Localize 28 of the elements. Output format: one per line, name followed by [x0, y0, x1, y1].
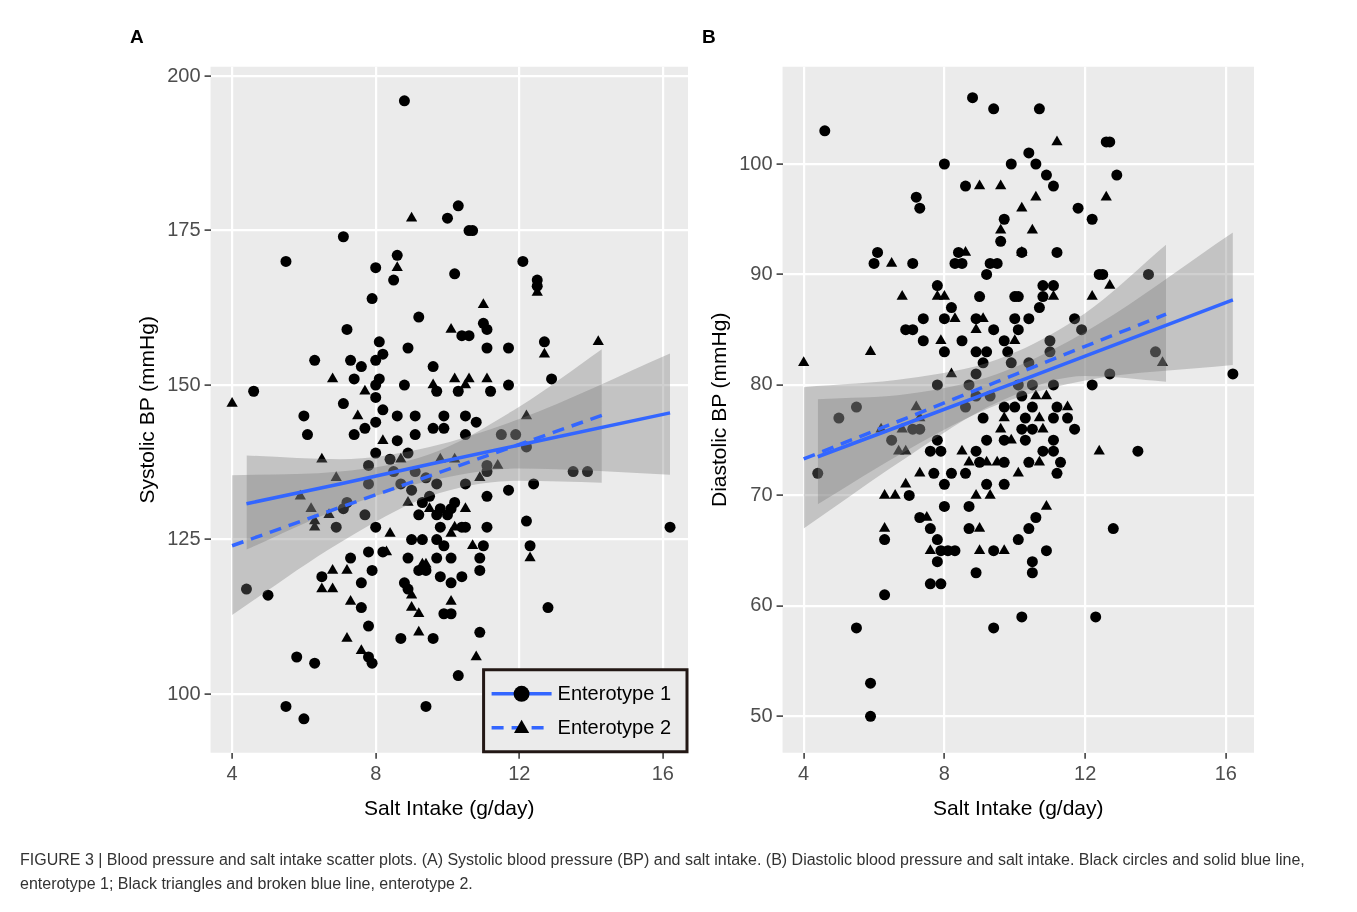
y-tick-label: 100 [167, 681, 201, 704]
y-tick-label: 90 [750, 261, 773, 284]
caption: FIGURE 3 | Blood pressure and salt intake scatter plots. (A) Systolic blood pressure (BP) and salt intake. (B) Diastolic blood pressure and salt intake. Black circles and solid blue line, enterotype 1; Black triangles and broken blue line, enterotype 2. [20, 850, 1306, 894]
x-tick-label: 8 [938, 762, 950, 785]
y-axis-title: Systolic BP (mmHg) [135, 316, 159, 504]
y-tick-label: 100 [739, 151, 773, 174]
chart-title: A [130, 25, 144, 47]
chart-title: B [702, 25, 716, 47]
x-axis-title: Salt Intake (g/day) [364, 796, 535, 820]
y-tick-label: 200 [167, 63, 201, 86]
x-tick-label: 12 [1074, 762, 1097, 785]
x-tick-label: 12 [508, 762, 531, 785]
y-tick-label: 150 [167, 372, 201, 395]
x-tick-label: 4 [798, 762, 810, 785]
x-tick-label: 8 [370, 762, 382, 785]
y-axis-title: Diastolic BP (mmHg) [707, 312, 731, 508]
x-tick-label: 16 [651, 762, 674, 785]
y-tick-label: 80 [750, 372, 773, 395]
y-tick-label: 50 [750, 703, 773, 726]
legend-label: Enterotype 2 [557, 716, 672, 739]
legend-label: Enterotype 1 [557, 682, 672, 705]
y-tick-label: 60 [750, 593, 773, 616]
x-tick-label: 16 [1214, 762, 1237, 785]
y-tick-label: 125 [167, 527, 201, 550]
y-tick-label: 70 [750, 482, 773, 505]
x-axis-title: Salt Intake (g/day) [933, 796, 1104, 820]
y-tick-label: 175 [167, 218, 201, 241]
x-tick-label: 4 [226, 762, 238, 785]
